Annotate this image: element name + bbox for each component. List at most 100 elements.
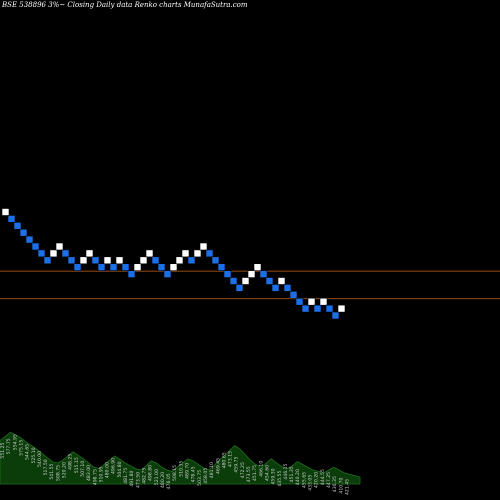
- volume-label: 498.75: [92, 469, 98, 485]
- volume-label: 554.95: [12, 434, 18, 450]
- volume-label: 491.80: [129, 470, 135, 486]
- volume-label: 510.35: [178, 461, 184, 477]
- renko-brick-down: [91, 256, 100, 265]
- volume-label: 473.55: [246, 466, 252, 482]
- renko-brick-down: [127, 270, 136, 278]
- volume-area: [0, 431, 361, 485]
- renko-brick-down: [97, 263, 106, 272]
- renko-brick-down: [13, 222, 22, 230]
- volume-label: 508.75: [55, 465, 61, 481]
- renko-brick-up: [193, 249, 202, 258]
- volume-label: 480.65: [221, 452, 227, 468]
- renko-brick-down: [61, 249, 70, 258]
- renko-brick-down: [283, 284, 292, 292]
- volume-label: 496.90: [111, 458, 117, 474]
- volume-label: 481.75: [123, 468, 129, 484]
- renko-brick-down: [205, 249, 214, 258]
- volume-label: 478.45: [191, 466, 197, 482]
- renko-brick-down: [217, 263, 226, 272]
- volume-label: 473.50: [135, 472, 141, 488]
- renko-brick-down: [265, 277, 274, 285]
- renko-brick-up: [337, 304, 346, 313]
- renko-brick-down: [313, 304, 322, 313]
- volume-label: 446.15: [283, 463, 289, 479]
- renko-brick-up: [145, 249, 154, 258]
- volume-label: 508.15: [172, 465, 178, 481]
- renko-brick-down: [301, 304, 310, 313]
- renko-brick-up: [277, 277, 286, 285]
- renko-brick-up: [253, 263, 262, 272]
- renko-brick-down: [235, 284, 244, 292]
- renko-brick-up: [241, 277, 250, 285]
- renko-brick-down: [331, 311, 340, 320]
- volume-label: 447.25: [326, 472, 332, 488]
- renko-brick-down: [187, 256, 196, 265]
- volume-label: 410.70: [338, 477, 344, 493]
- volume-label: 466.10: [258, 461, 264, 477]
- renko-brick-down: [259, 270, 268, 278]
- volume-label: 420.20: [314, 472, 320, 488]
- volume-label: 472.25: [240, 462, 246, 478]
- renko-brick-down: [19, 228, 28, 237]
- volume-label: 458.05: [203, 468, 209, 484]
- renko-brick-down: [157, 263, 166, 272]
- volume-label: 454.60: [264, 465, 270, 481]
- volume-label: 433.05: [308, 475, 314, 491]
- volume-label: 459.75: [234, 456, 240, 472]
- renko-brick-down: [73, 263, 82, 272]
- volume-label: 469.45: [215, 458, 221, 474]
- volume-label: 480.20: [160, 472, 166, 488]
- renko-brick-down: [121, 263, 130, 272]
- volume-label: 575.15: [19, 440, 25, 456]
- volume-label: 480.00: [105, 462, 111, 478]
- volume-label: 503.75: [197, 470, 203, 486]
- renko-brick-down: [25, 235, 34, 244]
- renko-brick-down: [325, 304, 334, 313]
- volume-label: 482.75: [142, 468, 148, 484]
- volume-label: 455.65: [301, 472, 307, 488]
- volume-label: 459.30: [271, 468, 277, 484]
- volume-label: 521.00: [154, 469, 160, 485]
- volume-label: 440.20: [295, 469, 301, 485]
- renko-brick-down: [151, 256, 160, 265]
- volume-label: 540.00: [37, 451, 43, 467]
- renko-brick-down: [43, 256, 52, 265]
- volume-label: 473.15: [228, 451, 234, 467]
- volume-labels: 551.25 577.75 554.95 575.15 544.65 525.10 540.…: [0, 434, 350, 495]
- renko-brick-up: [307, 297, 316, 306]
- renko-brick-down: [67, 256, 76, 265]
- volume-label: 451.35: [289, 466, 295, 482]
- renko-brick-down: [7, 215, 16, 223]
- volume-label: 510.95: [98, 466, 104, 482]
- renko-brick-down: [289, 290, 298, 299]
- renko-brick-up: [49, 249, 58, 258]
- renko-brick-down: [31, 242, 40, 251]
- renko-brick-up: [115, 256, 124, 265]
- volume-label: 421.45: [344, 479, 350, 495]
- renko-brick-up: [79, 256, 88, 265]
- volume-label: 451.75: [252, 465, 258, 481]
- renko-brick-down: [223, 270, 232, 278]
- renko-brick-up: [169, 263, 178, 272]
- renko-brick-down: [211, 256, 220, 265]
- renko-brick-down: [229, 277, 238, 285]
- renko-brick-up: [181, 249, 190, 258]
- volume-label: 498.25: [68, 454, 74, 470]
- renko-brick-down: [163, 270, 172, 278]
- volume-label: 577.75: [6, 438, 12, 454]
- renko-brick-up: [175, 256, 184, 265]
- renko-brick-up: [1, 208, 10, 216]
- volume-label: 525.10: [31, 447, 37, 463]
- renko-bricks: [1, 208, 346, 320]
- volume-label: 551.25: [0, 442, 6, 458]
- volume-label: 520.20: [62, 462, 68, 478]
- volume-area-shape: [0, 431, 361, 485]
- volume-label: 515.15: [74, 457, 80, 473]
- renko-brick-up: [247, 270, 256, 278]
- volume-label: 498.80: [148, 465, 154, 481]
- renko-brick-up: [55, 242, 64, 251]
- volume-label: 435.55: [277, 470, 283, 486]
- volume-label: 517.50: [43, 459, 49, 475]
- renko-brick-up: [199, 242, 208, 251]
